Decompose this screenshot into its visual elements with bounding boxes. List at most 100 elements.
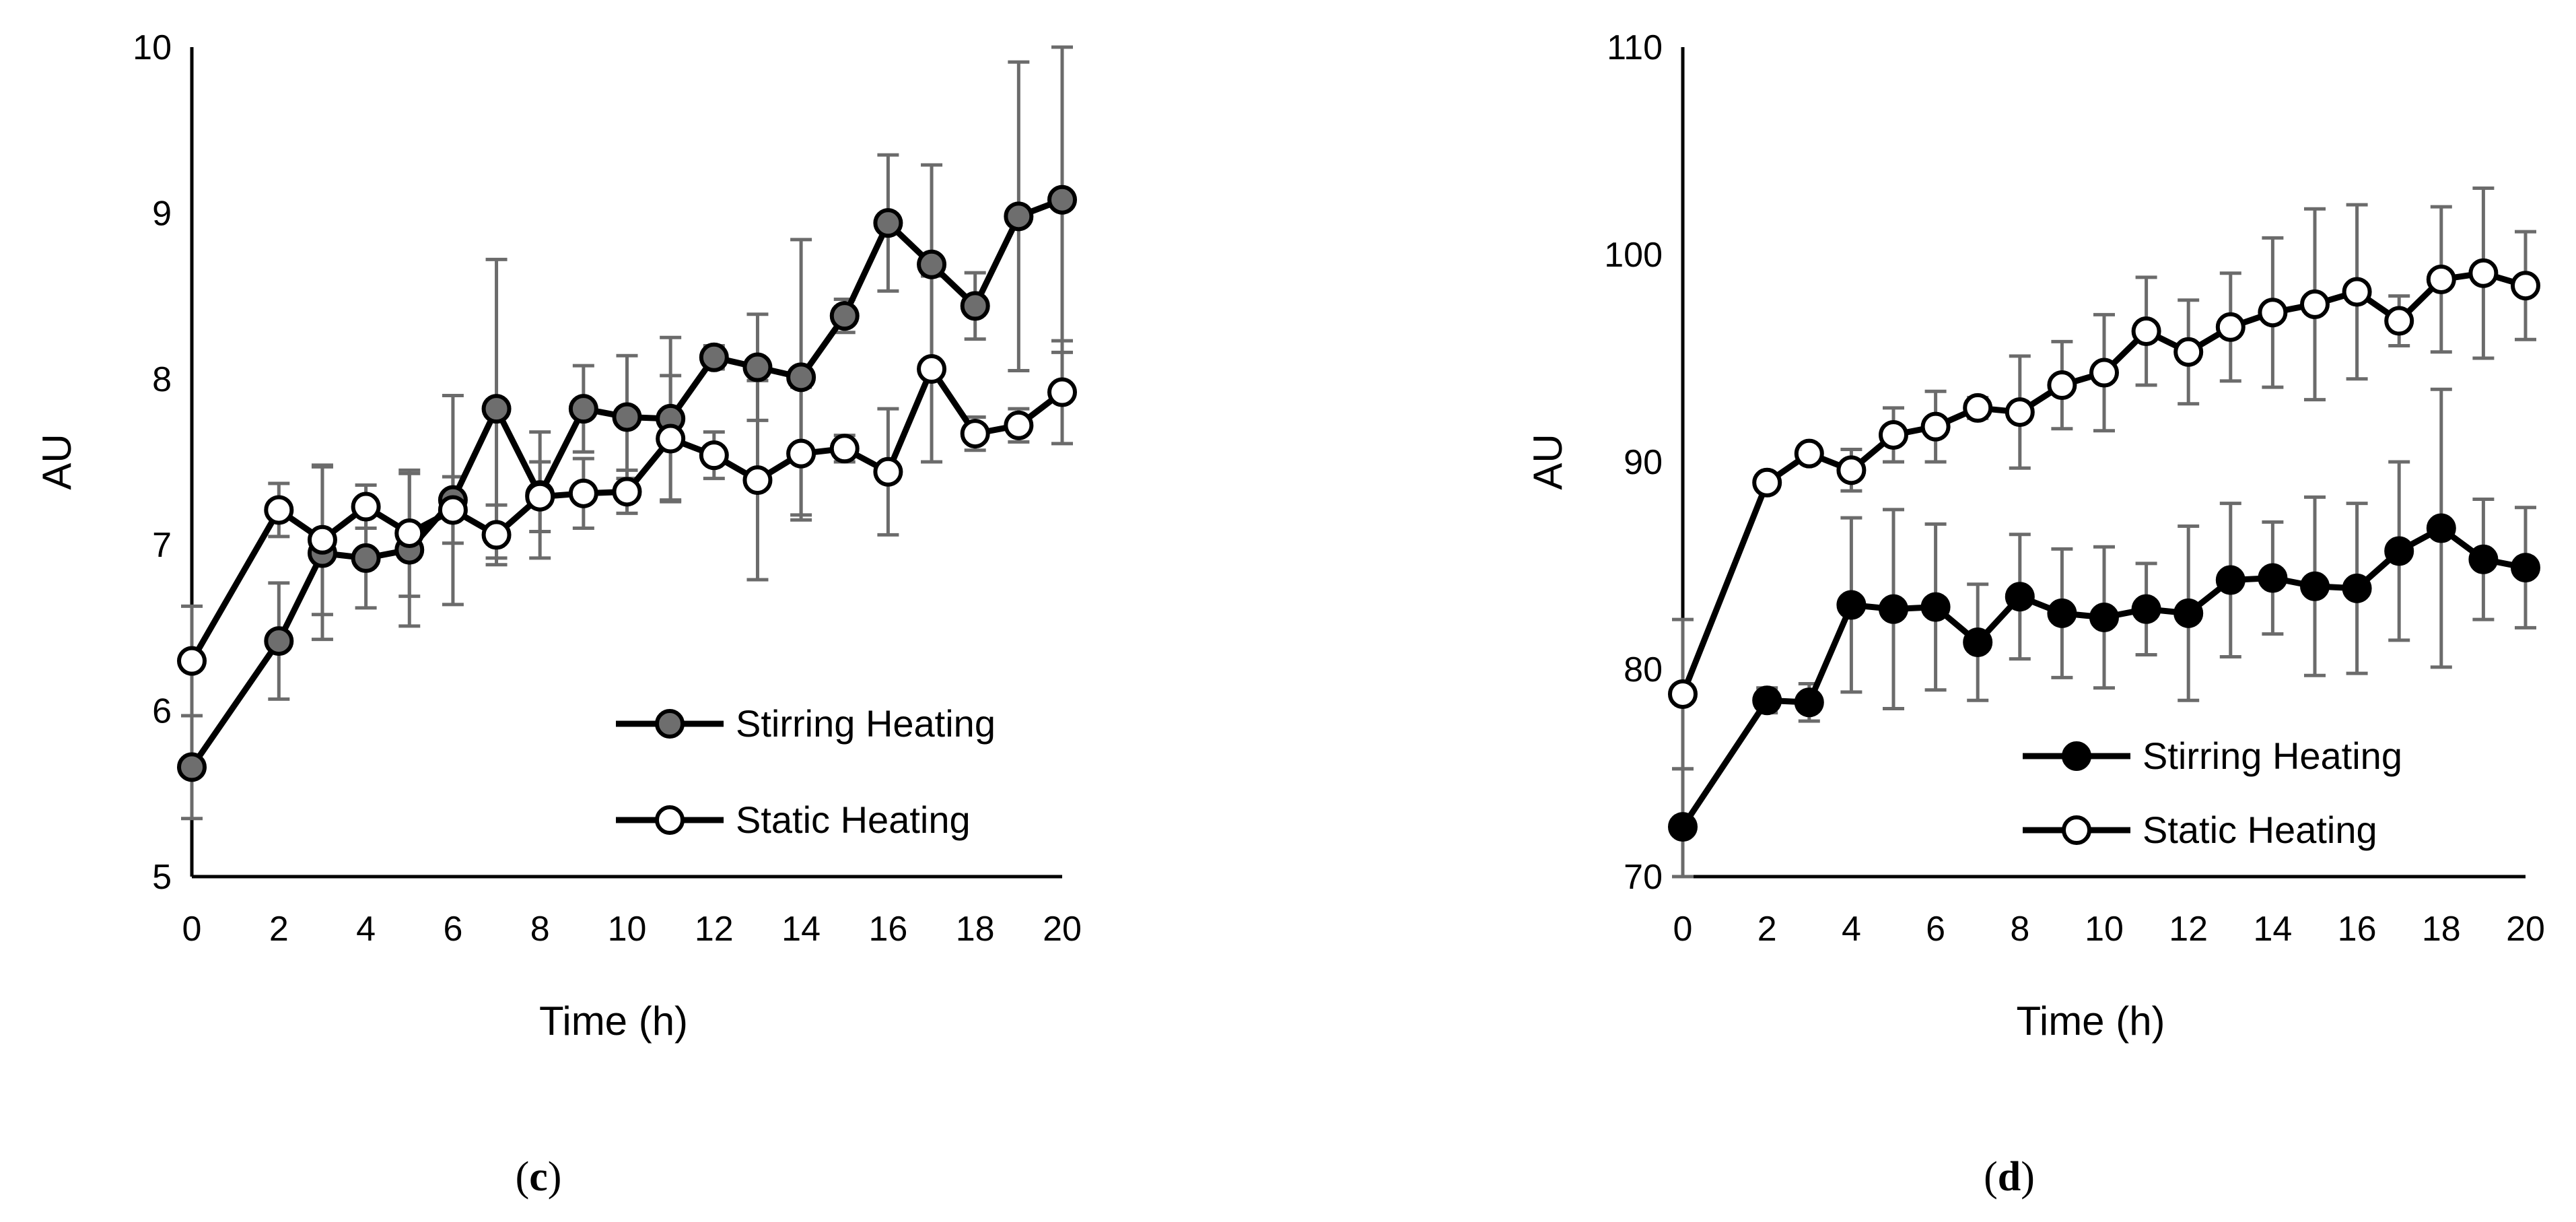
data-point-stirring <box>1754 687 1780 713</box>
x-tick-label: 14 <box>2253 910 2292 949</box>
data-point-static <box>1923 414 1949 440</box>
data-point-static <box>2007 399 2033 425</box>
data-point-stirring <box>1049 187 1075 213</box>
data-point-static <box>744 467 770 493</box>
data-point-static <box>571 481 596 506</box>
data-point-static <box>2134 318 2159 344</box>
legend-marker <box>657 807 683 833</box>
y-tick-label: 90 <box>1624 443 1663 482</box>
data-point-stirring <box>2175 601 2201 626</box>
data-point-stirring <box>744 355 770 380</box>
y-tick-label: 9 <box>152 194 172 233</box>
data-point-stirring <box>788 364 814 390</box>
data-point-static <box>1006 413 1031 438</box>
legend-marker <box>2064 743 2089 769</box>
data-point-static <box>919 356 944 382</box>
y-tick-label: 8 <box>152 360 172 399</box>
data-point-static <box>2429 267 2454 292</box>
x-tick-label: 2 <box>1757 910 1777 949</box>
x-tick-label: 20 <box>2506 910 2545 949</box>
data-point-static <box>788 441 814 467</box>
legend-marker <box>657 711 683 737</box>
data-point-static <box>353 494 379 520</box>
y-axis-title: AU <box>1525 434 1570 489</box>
data-point-static <box>658 426 683 452</box>
data-point-static <box>2218 314 2243 340</box>
y-tick-label: 10 <box>133 28 172 67</box>
data-point-static <box>310 527 335 553</box>
legend-marker <box>2064 817 2089 843</box>
data-point-static <box>1670 681 1696 707</box>
data-point-static <box>2175 339 2201 365</box>
data-point-static <box>963 421 988 446</box>
data-point-stirring <box>2091 605 2117 630</box>
x-tick-label: 2 <box>269 910 289 949</box>
data-point-stirring <box>832 303 858 329</box>
data-point-stirring <box>1670 814 1696 840</box>
x-tick-label: 0 <box>1673 910 1693 949</box>
x-tick-label: 14 <box>781 910 821 949</box>
data-point-static <box>1797 441 1822 467</box>
data-point-stirring <box>2470 547 2496 572</box>
y-tick-label: 7 <box>152 526 172 565</box>
data-point-stirring <box>919 252 944 277</box>
data-point-stirring <box>484 396 510 421</box>
x-tick-label: 16 <box>2338 910 2377 949</box>
y-tick-label: 5 <box>152 858 172 897</box>
data-point-static <box>2049 372 2075 398</box>
data-point-static <box>615 479 640 504</box>
data-point-static <box>832 436 858 461</box>
x-tick-label: 16 <box>868 910 907 949</box>
legend: Stirring Heating Static Heating <box>616 702 996 841</box>
data-point-stirring <box>875 210 901 236</box>
data-point-static <box>179 648 205 674</box>
data-point-stirring <box>266 628 291 654</box>
data-point-static <box>701 442 727 468</box>
x-tick-label: 18 <box>956 910 995 949</box>
y-tick-label: 70 <box>1624 858 1663 897</box>
legend-label: Stirring Heating <box>736 702 996 745</box>
data-point-static <box>2260 300 2285 325</box>
panel-caption: (d) <box>1984 1154 2035 1200</box>
data-point-stirring <box>2344 576 2370 601</box>
y-tick-label: 110 <box>1607 28 1663 67</box>
x-tick-label: 0 <box>182 910 202 949</box>
data-point-stirring <box>1965 630 1990 655</box>
x-tick-label: 6 <box>443 910 462 949</box>
x-tick-label: 4 <box>1842 910 1861 949</box>
y-axis-title: AU <box>34 434 79 489</box>
x-tick-label: 18 <box>2422 910 2461 949</box>
legend-label: Static Heating <box>736 799 971 841</box>
x-axis-title: Time (h) <box>539 998 688 1044</box>
data-point-stirring <box>2386 538 2412 564</box>
data-point-stirring <box>1923 595 1949 620</box>
chart-panel-d: 0 2 4 6 8 10 12 14 16 18 20 70 80 90 100 110 Time (h) AU S… <box>1525 28 2545 1200</box>
data-point-static <box>440 497 466 522</box>
x-tick-label: 8 <box>530 910 550 949</box>
y-tick-label: 80 <box>1624 650 1663 689</box>
data-point-static <box>2302 292 2328 317</box>
y-tick-label: 100 <box>1604 236 1663 275</box>
data-point-static <box>1881 422 1906 448</box>
data-point-stirring <box>1797 689 1822 715</box>
data-point-stirring <box>2260 565 2285 590</box>
data-point-stirring <box>2049 601 2075 626</box>
data-point-stirring <box>353 545 379 571</box>
data-point-static <box>1965 395 1990 421</box>
x-tick-label: 8 <box>2010 910 2029 949</box>
data-point-static <box>266 497 291 522</box>
data-point-static <box>396 520 422 546</box>
data-point-stirring <box>2218 568 2243 593</box>
x-axis-title: Time (h) <box>2016 998 2165 1044</box>
data-point-stirring <box>179 754 205 780</box>
data-point-stirring <box>2429 516 2454 541</box>
data-point-static <box>1049 380 1075 405</box>
data-point-static <box>875 459 901 485</box>
x-tick-label: 12 <box>695 910 734 949</box>
data-point-stirring <box>2302 574 2328 599</box>
data-point-static <box>2386 308 2412 334</box>
legend-label: Stirring Heating <box>2143 735 2402 777</box>
x-tick-label: 12 <box>2169 910 2208 949</box>
figure: 0 2 4 6 8 10 12 14 16 18 205678910Time (h)AUStirri… <box>0 0 2576 1222</box>
x-tick-label: 20 <box>1043 910 1082 949</box>
